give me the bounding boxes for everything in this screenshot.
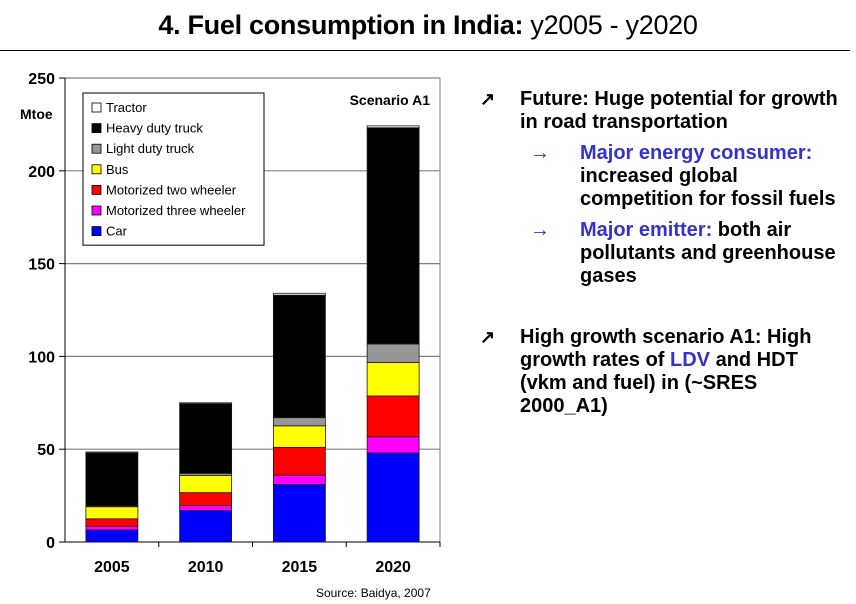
legend-label: Motorized two wheeler	[106, 182, 237, 197]
y-tick-label: 0	[46, 535, 55, 552]
bullet-future: ↗ Future: Huge potential for growth in r…	[480, 88, 850, 134]
sub-bullet-highlight: Major energy consumer:	[580, 142, 813, 164]
scenario-annotation: Scenario A1	[350, 92, 431, 108]
bar-segment-heavy-duty-truck-2020	[366, 127, 420, 345]
bar-segment-motorized-three-wheeler-2005	[85, 525, 139, 531]
title-divider	[0, 50, 850, 51]
legend-swatch	[91, 205, 102, 216]
y-tick-label: 50	[37, 442, 55, 459]
bullet-future-text: Future: Huge potential for growth in roa…	[520, 88, 838, 133]
bar-segment-light-duty-truck-2020	[366, 343, 420, 363]
bullet-scenario-text-before: High growth scenario A1: High growth rat…	[520, 326, 812, 371]
y-tick-label: 150	[28, 257, 55, 274]
bar-segment-car-2020	[366, 452, 420, 543]
legend-label: Motorized three wheeler	[106, 203, 246, 218]
legend-swatch	[91, 185, 102, 195]
sub-bullet-text: increased global competition for fossil …	[580, 165, 836, 210]
bullet-scenario-text-after: and HDT (vkm and fuel) in (~SRES 2000_A1…	[520, 349, 798, 417]
bar-segment-bus-2015	[272, 425, 326, 448]
bar-segment-motorized-two-wheeler-2005	[85, 518, 139, 527]
bar-segment-heavy-duty-truck-2005	[85, 452, 139, 507]
slide-title-years: y2005 - y2020	[523, 10, 698, 40]
bar-segment-motorized-three-wheeler-2020	[366, 436, 420, 454]
sub-bullet-text: both air pollutants and greenhouse gases	[580, 219, 836, 287]
slide-title-bold: 4. Fuel consumption in India:	[158, 10, 524, 40]
y-axis-label: Mtoe	[20, 106, 53, 122]
bar-segment-bus-2020	[366, 362, 420, 397]
bar-segment-tractor-2010	[179, 402, 233, 405]
y-tick-label: 100	[28, 349, 55, 366]
bullet-scenario-highlight: LDV	[670, 349, 711, 371]
legend-label: Car	[106, 224, 128, 239]
bar-segment-motorized-three-wheeler-2010	[179, 505, 233, 511]
bar-segment-motorized-three-wheeler-2015	[272, 474, 326, 485]
x-tick-label: 2005	[94, 559, 130, 576]
legend-swatch	[91, 143, 102, 154]
bar-segment-tractor-2020	[366, 125, 420, 129]
bar-segment-bus-2005	[85, 506, 139, 520]
sub-bullet-highlight: Major emitter:	[580, 219, 713, 241]
sub-bullet-energy-consumer: → Major energy consumer: increased globa…	[480, 142, 850, 211]
bar-segment-heavy-duty-truck-2015	[272, 294, 326, 419]
x-tick-label: 2020	[375, 559, 411, 576]
pointer-arrow-icon: ↗	[480, 89, 496, 109]
legend-box	[82, 92, 265, 246]
right-arrow-icon: →	[530, 142, 550, 164]
y-tick-label: 200	[28, 164, 55, 181]
bar-segment-tractor-2005	[85, 451, 139, 454]
bar-segment-motorized-two-wheeler-2015	[272, 446, 326, 476]
bar-segment-motorized-two-wheeler-2010	[179, 492, 233, 507]
bar-segment-car-2010	[179, 510, 233, 543]
bar-segment-car-2015	[272, 484, 326, 543]
legend-label: Light duty truck	[106, 141, 195, 156]
bar-segment-car-2005	[85, 529, 139, 543]
legend-swatch	[91, 123, 102, 133]
bar-segment-tractor-2015	[272, 292, 326, 296]
stacked-bar-chart: 0 50 100 150 200 250 Mtoe 2005 2010 2015 2020 Scena…	[20, 71, 441, 576]
legend-label: Bus	[106, 162, 129, 177]
bar-segment-light-duty-truck-2015	[272, 417, 326, 427]
bullet-panel: ↗ Future: Huge potential for growth in r…	[480, 88, 850, 418]
slide-title: 4. Fuel consumption in India: y2005 - y2…	[0, 10, 856, 41]
bullet-scenario: ↗ High growth scenario A1: High growth r…	[480, 326, 850, 418]
legend-label: Tractor	[106, 100, 147, 115]
sub-bullet-emitter: → Major emitter: both air pollutants and…	[480, 219, 850, 288]
legend-swatch	[91, 226, 102, 237]
y-tick-label: 250	[28, 71, 55, 88]
bar-segment-heavy-duty-truck-2010	[179, 403, 233, 474]
x-tick-label: 2010	[188, 559, 224, 576]
legend-label: Heavy duty truck	[106, 121, 203, 136]
bar-segment-bus-2010	[179, 474, 233, 494]
source-note: Source: Baidya, 2007	[316, 586, 431, 600]
x-tick-label: 2015	[282, 559, 318, 576]
legend-swatch	[91, 102, 102, 113]
bar-segment-motorized-two-wheeler-2020	[366, 395, 420, 438]
legend-swatch	[91, 164, 102, 175]
right-arrow-icon: →	[530, 219, 550, 241]
pointer-arrow-icon: ↗	[480, 327, 496, 347]
